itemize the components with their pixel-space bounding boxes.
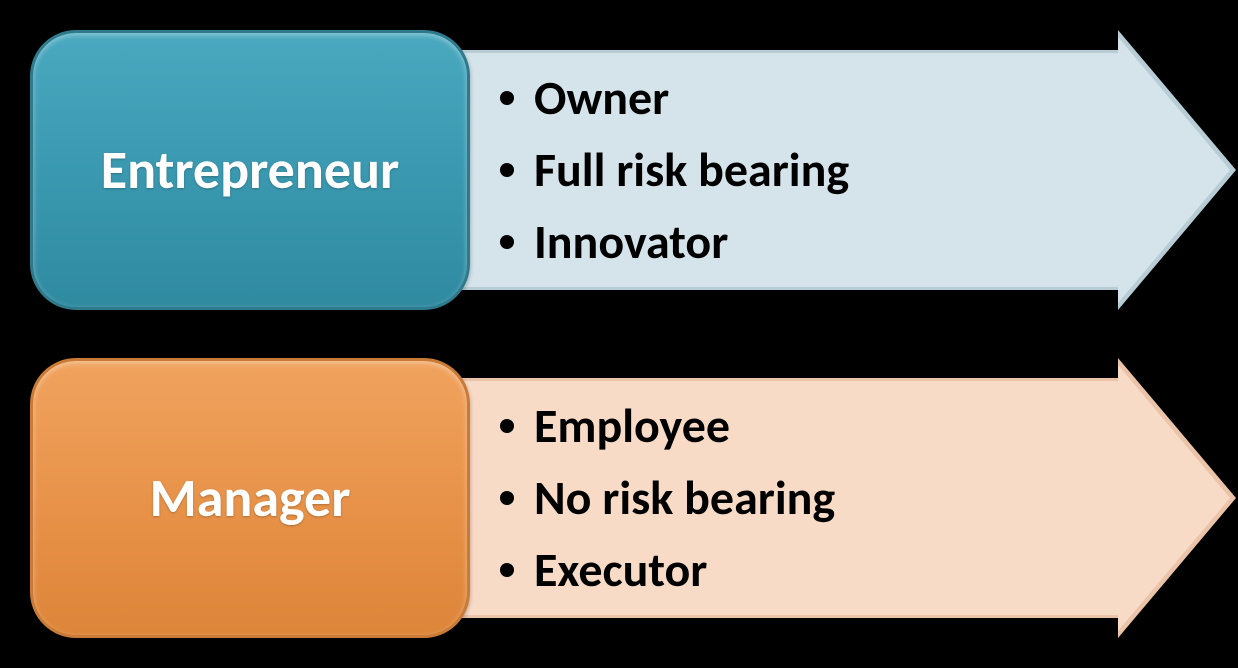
bullet-line: Employee (500, 396, 1120, 456)
row-entrepreneur: Owner Full risk bearing Innovator Entrep… (30, 30, 1210, 310)
bullet-line: Innovator (500, 212, 1120, 272)
bullet-dot-icon (500, 419, 514, 433)
label-box-entrepreneur: Entrepreneur (30, 30, 470, 310)
label-box-manager: Manager (30, 358, 470, 638)
bullet-dot-icon (500, 163, 514, 177)
bullet-text: Owner (534, 68, 669, 128)
arrow-head-icon (1118, 365, 1230, 631)
bullet-dot-icon (500, 563, 514, 577)
bullet-dot-icon (500, 91, 514, 105)
row-manager: Employee No risk bearing Executor Manage… (30, 358, 1210, 638)
bullet-dot-icon (500, 491, 514, 505)
bullet-text: Employee (534, 396, 730, 456)
bullet-text: Full risk bearing (534, 140, 849, 200)
label-text: Entrepreneur (101, 137, 399, 203)
bullet-text: No risk bearing (534, 468, 835, 528)
bullet-text: Innovator (534, 212, 728, 272)
bullet-text: Executor (534, 540, 707, 600)
bullet-line: Executor (500, 540, 1120, 600)
bullet-line: Owner (500, 68, 1120, 128)
bullet-line: Full risk bearing (500, 140, 1120, 200)
bullet-line: No risk bearing (500, 468, 1120, 528)
bullet-dot-icon (500, 235, 514, 249)
label-text: Manager (150, 465, 351, 531)
arrow-head-icon (1118, 37, 1230, 303)
